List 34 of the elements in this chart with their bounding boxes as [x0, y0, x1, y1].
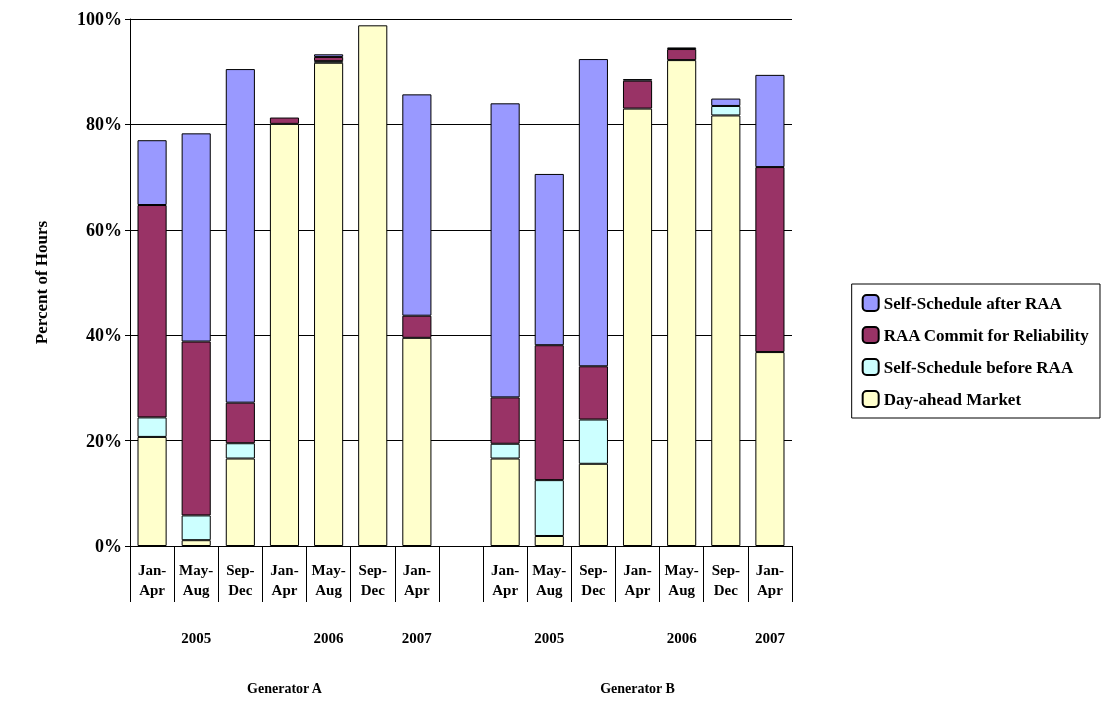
x-tick-label: Sep-Dec: [226, 562, 255, 598]
text: 2007: [401, 630, 433, 646]
y-tick-label: 100%: [77, 9, 122, 29]
x-tick-label: Jan-Apr: [490, 562, 520, 598]
y-axis-title: Percent of Hours: [32, 220, 51, 345]
y-tick-label: 0%: [95, 536, 122, 556]
y-tick-label: 20%: [86, 430, 122, 451]
text: 2007: [754, 630, 786, 646]
text: Generator A: [247, 680, 323, 696]
y-tick-label: 80%: [86, 114, 122, 135]
x-tick-label: Jan-Apr: [623, 562, 652, 598]
x-tick-label: Sep-Dec: [579, 562, 608, 598]
legend-label: Self-Schedule after RAA: [883, 293, 1063, 313]
y-tick-label: 60%: [86, 219, 122, 240]
x-tick-label: Jan-Apr: [137, 562, 167, 598]
text: Generator B: [600, 680, 675, 696]
legend-label: Day-ahead Market: [883, 389, 1022, 409]
text: 2006: [313, 630, 345, 646]
x-tick-label: Jan-Apr: [270, 562, 299, 598]
x-tick-label: May-Aug: [311, 562, 346, 598]
legend-label: RAA Commit for Reliability: [883, 325, 1090, 345]
legend-label: Self-Schedule before RAA: [883, 357, 1074, 377]
text: 2005: [534, 630, 565, 646]
text: 2005: [181, 630, 212, 646]
x-tick-label: May-Aug: [179, 562, 214, 598]
bar: [314, 56, 344, 62]
x-tick-label: Jan-Apr: [402, 562, 432, 598]
text: 2006: [666, 630, 698, 646]
x-tick-label: Sep-Dec: [711, 562, 740, 598]
y-tick-label: 40%: [86, 325, 122, 346]
x-tick-label: May-Aug: [532, 562, 567, 598]
x-tick-label: Sep-Dec: [358, 562, 387, 598]
x-tick-label: May-Aug: [664, 562, 699, 598]
x-tick-label: Jan-Apr: [755, 562, 785, 598]
